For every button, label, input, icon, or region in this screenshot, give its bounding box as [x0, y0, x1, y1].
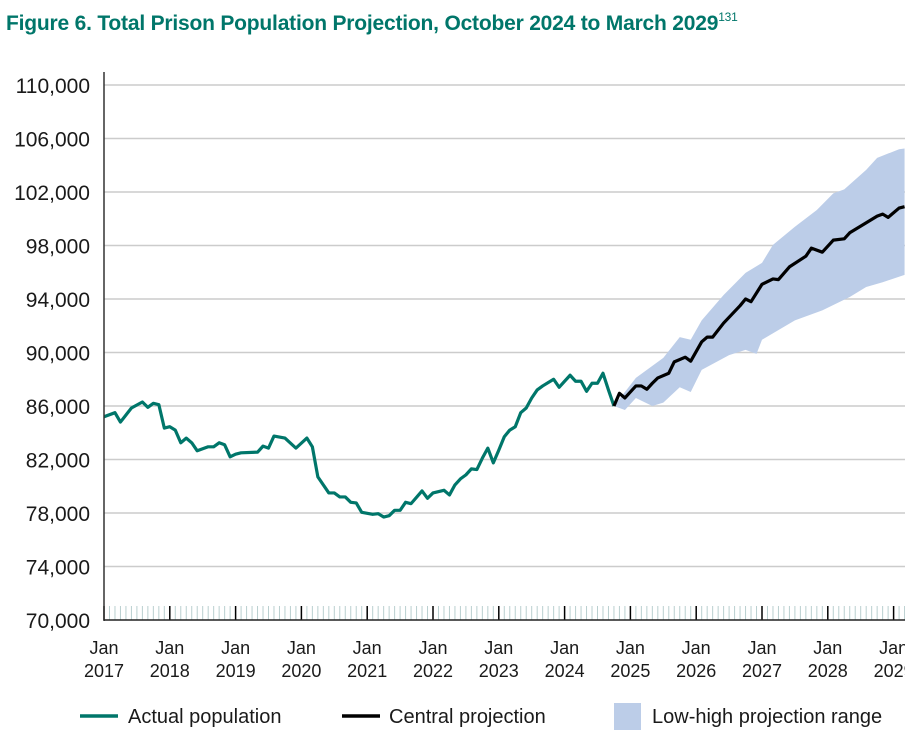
footnote-marker: 131: [718, 10, 738, 24]
y-axis-labels: 70,000 74,000 78,000 82,000 86,000 90,000 94,0…: [14, 75, 90, 633]
y-tick-label: 98,000: [26, 236, 90, 259]
x-tick-month: Jan: [813, 638, 842, 658]
legend-central-label: Central projection: [389, 706, 546, 728]
x-tick-month: Jan: [418, 638, 447, 658]
x-tick-year: 2020: [281, 661, 321, 681]
x-tick-month: Jan: [550, 638, 579, 658]
x-tick-year: 2026: [676, 661, 716, 681]
x-tick-month: Jan: [221, 638, 250, 658]
x-tick-month: Jan: [747, 638, 776, 658]
legend-range-label: Low-high projection range: [652, 706, 882, 728]
y-tick-label: 78,000: [26, 503, 90, 526]
x-tick-month: Jan: [682, 638, 711, 658]
y-tick-label: 90,000: [26, 343, 90, 366]
x-tick-year: 2027: [742, 661, 782, 681]
x-tick-year: 2025: [610, 661, 650, 681]
legend: Actual population Central projection Low…: [80, 703, 882, 730]
x-tick-month: Jan: [616, 638, 645, 658]
chart-title-text: Figure 6. Total Prison Population Projec…: [6, 12, 719, 35]
projection-range-area: [613, 148, 905, 411]
x-tick-year: 2019: [216, 661, 256, 681]
x-tick-year: 2018: [150, 661, 190, 681]
plot-area: [103, 148, 905, 519]
legend-range-swatch: [614, 703, 641, 730]
y-tick-label: 86,000: [26, 396, 90, 419]
x-tick-year: 2022: [413, 661, 453, 681]
x-tick-month: Jan: [287, 638, 316, 658]
x-tick-year: 2017: [84, 661, 124, 681]
actual-population-line: [103, 371, 616, 519]
x-tick-year: 2029: [874, 661, 905, 681]
x-tick-year: 2024: [545, 661, 585, 681]
y-tick-label: 106,000: [14, 129, 90, 152]
minor-ticks: [108, 606, 905, 620]
legend-actual-label: Actual population: [128, 706, 281, 728]
y-tick-label: 94,000: [26, 289, 90, 312]
x-axis-labels: Jan 2017 Jan 2018 Jan 2019 Jan 2020 Jan 2021 Jan 20…: [84, 638, 905, 681]
gridlines: [104, 84, 905, 568]
x-tick-month: Jan: [353, 638, 382, 658]
y-tick-label: 82,000: [26, 450, 90, 473]
x-tick-month: Jan: [879, 638, 905, 658]
y-tick-label: 70,000: [26, 610, 90, 633]
central-projection-line: [612, 205, 905, 407]
x-tick-month: Jan: [155, 638, 184, 658]
y-tick-label: 74,000: [26, 557, 90, 580]
axes: [103, 72, 905, 621]
x-tick-month: Jan: [484, 638, 513, 658]
x-tick-year: 2023: [479, 661, 519, 681]
y-tick-label: 110,000: [16, 75, 90, 98]
y-tick-label: 102,000: [14, 182, 90, 205]
x-tick-month: Jan: [89, 638, 118, 658]
x-tick-year: 2028: [808, 661, 848, 681]
chart-title: Figure 6. Total Prison Population Projec…: [6, 10, 738, 36]
x-tick-year: 2021: [347, 661, 387, 681]
